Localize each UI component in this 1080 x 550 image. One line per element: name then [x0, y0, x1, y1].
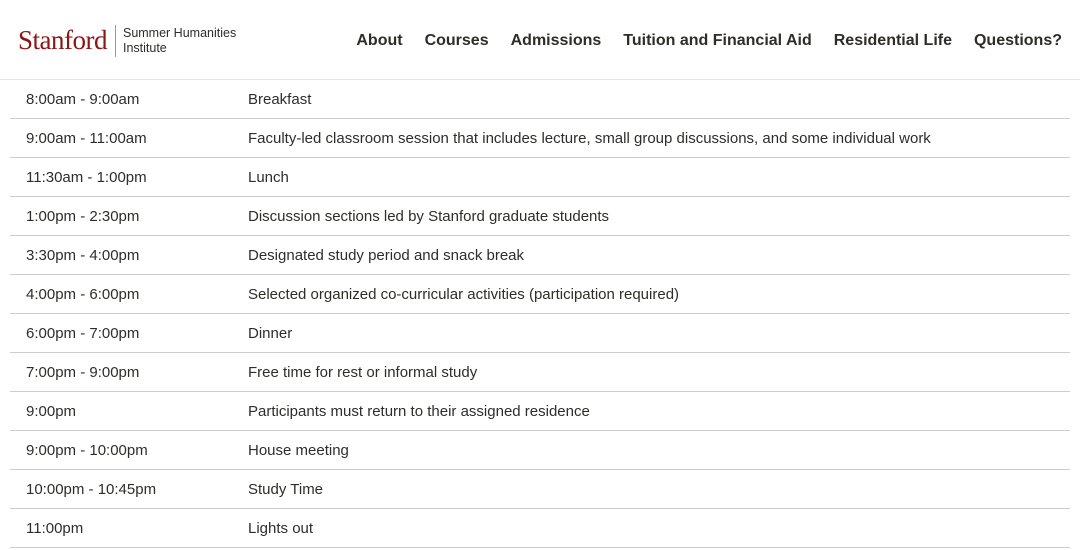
time-cell: 3:30pm - 4:00pm [26, 247, 248, 264]
activity-cell: Selected organized co-curricular activit… [248, 286, 1070, 303]
activity-cell: Breakfast [248, 91, 1070, 108]
time-cell: 4:00pm - 6:00pm [26, 286, 248, 303]
table-row: 3:30pm - 4:00pm Designated study period … [10, 236, 1070, 275]
nav-questions[interactable]: Questions? [974, 32, 1062, 50]
time-cell: 6:00pm - 7:00pm [26, 325, 248, 342]
nav-about[interactable]: About [356, 32, 402, 50]
logo-wordmark: Stanford [18, 25, 107, 56]
table-row: 7:00pm - 9:00pm Free time for rest or in… [10, 353, 1070, 392]
schedule-table: 8:00am - 9:00am Breakfast 9:00am - 11:00… [0, 80, 1080, 548]
logo-sub-line2: Institute [123, 41, 236, 55]
time-cell: 9:00am - 11:00am [26, 130, 248, 147]
table-row: 10:00pm - 10:45pm Study Time [10, 470, 1070, 509]
table-row: 9:00pm - 10:00pm House meeting [10, 431, 1070, 470]
table-row: 6:00pm - 7:00pm Dinner [10, 314, 1070, 353]
nav-residential[interactable]: Residential Life [834, 32, 952, 50]
table-row: 11:30am - 1:00pm Lunch [10, 158, 1070, 197]
activity-cell: Dinner [248, 325, 1070, 342]
main-nav: About Courses Admissions Tuition and Fin… [356, 32, 1062, 50]
table-row: 1:00pm - 2:30pm Discussion sections led … [10, 197, 1070, 236]
table-row: 9:00am - 11:00am Faculty-led classroom s… [10, 119, 1070, 158]
table-row: 8:00am - 9:00am Breakfast [10, 80, 1070, 119]
table-row: 9:00pm Participants must return to their… [10, 392, 1070, 431]
nav-admissions[interactable]: Admissions [511, 32, 602, 50]
time-cell: 10:00pm - 10:45pm [26, 481, 248, 498]
activity-cell: Lights out [248, 520, 1070, 537]
table-row: 4:00pm - 6:00pm Selected organized co-cu… [10, 275, 1070, 314]
activity-cell: House meeting [248, 442, 1070, 459]
site-logo[interactable]: Stanford Summer Humanities Institute [18, 25, 236, 57]
logo-subtitle: Summer Humanities Institute [123, 26, 236, 55]
activity-cell: Lunch [248, 169, 1070, 186]
activity-cell: Designated study period and snack break [248, 247, 1070, 264]
time-cell: 11:30am - 1:00pm [26, 169, 248, 186]
activity-cell: Faculty-led classroom session that inclu… [248, 130, 1070, 147]
time-cell: 7:00pm - 9:00pm [26, 364, 248, 381]
site-header: Stanford Summer Humanities Institute Abo… [0, 0, 1080, 80]
nav-tuition[interactable]: Tuition and Financial Aid [623, 32, 811, 50]
activity-cell: Participants must return to their assign… [248, 403, 1070, 420]
activity-cell: Free time for rest or informal study [248, 364, 1070, 381]
activity-cell: Discussion sections led by Stanford grad… [248, 208, 1070, 225]
logo-divider [115, 25, 116, 57]
time-cell: 8:00am - 9:00am [26, 91, 248, 108]
table-row: 11:00pm Lights out [10, 509, 1070, 548]
time-cell: 1:00pm - 2:30pm [26, 208, 248, 225]
nav-courses[interactable]: Courses [425, 32, 489, 50]
time-cell: 9:00pm [26, 403, 248, 420]
logo-sub-line1: Summer Humanities [123, 26, 236, 40]
time-cell: 11:00pm [26, 520, 248, 537]
activity-cell: Study Time [248, 481, 1070, 498]
time-cell: 9:00pm - 10:00pm [26, 442, 248, 459]
